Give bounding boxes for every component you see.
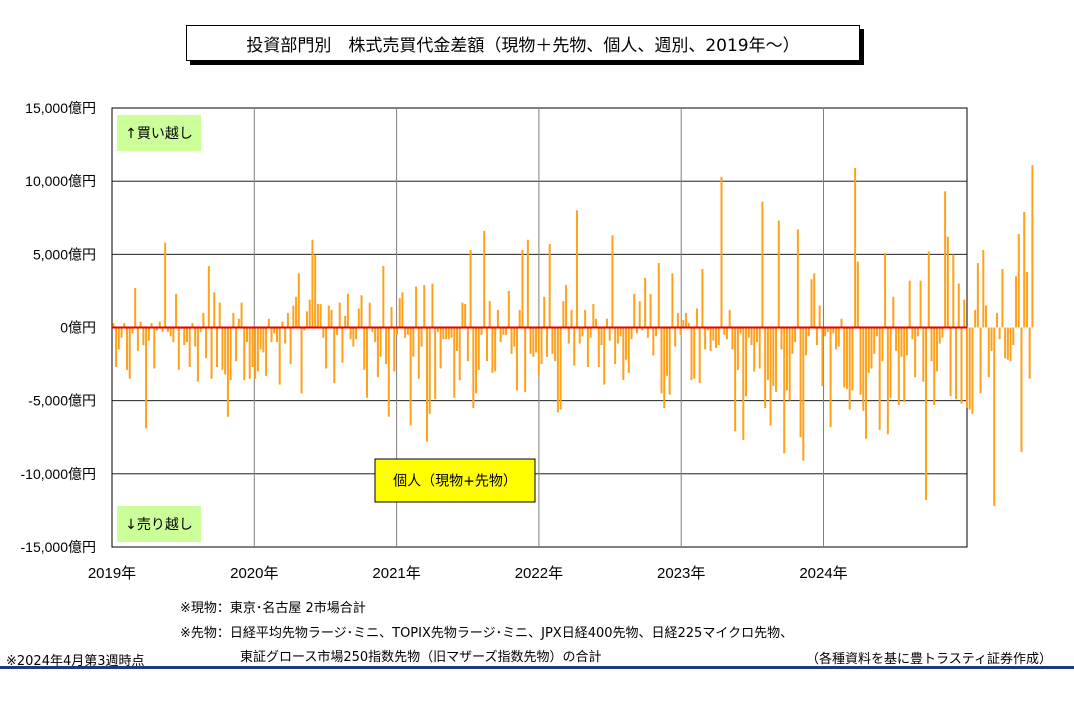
- bar-series: [112, 165, 1034, 507]
- x-tick-label: 2023年: [657, 565, 705, 582]
- y-tick-label: -15,000億円: [21, 539, 96, 555]
- x-tick-label: 2019年: [88, 565, 136, 582]
- annotations: ↑買い越し ↓売り越し 個人（現物+先物）: [117, 115, 536, 542]
- note-sakimono-1: ※先物：日経平均先物ラージ･ミニ、TOPIX先物ラージ･ミニ、JPX日経400先…: [180, 626, 794, 641]
- buy-annotation-text: ↑買い越し: [125, 126, 193, 142]
- note-genbutsu: ※現物：東京･名古屋 2市場合計: [180, 601, 366, 616]
- chart-title-box: 投資部門別 株式売買代金差額（現物＋先物、個人、週別、2019年～）: [186, 25, 860, 61]
- y-tick-label: 10,000億円: [25, 173, 96, 189]
- y-tick-label: 5,000億円: [33, 246, 96, 262]
- y-tick-label: 0億円: [60, 320, 96, 336]
- sell-annotation: ↓売り越し: [117, 506, 201, 542]
- chart-title: 投資部門別 株式売買代金差額（現物＋先物、個人、週別、2019年～）: [246, 35, 800, 56]
- note-source: （各種資料を基に豊トラスティ証券作成）: [806, 652, 1052, 667]
- sell-annotation-text: ↓売り越し: [125, 517, 193, 533]
- x-tick-label: 2022年: [515, 565, 563, 582]
- axis-labels: 15,000億円 10,000億円 5,000億円 0億円 -5,000億円 -10,00…: [21, 100, 848, 582]
- buy-annotation: ↑買い越し: [117, 115, 201, 151]
- y-tick-label: -10,000億円: [21, 466, 96, 482]
- x-tick-label: 2021年: [372, 565, 420, 582]
- series-label-text: 個人（現物+先物）: [393, 474, 517, 490]
- note-asof: ※2024年4月第3週時点: [6, 654, 145, 669]
- x-tick-label: 2020年: [230, 565, 278, 582]
- bottom-rule: [0, 666, 1074, 669]
- y-tick-label: 15,000億円: [25, 100, 96, 116]
- y-tick-label: -5,000億円: [28, 393, 96, 409]
- note-sakimono-2: 東証グロース市場250指数先物（旧マザーズ指数先物）の合計: [240, 650, 602, 665]
- series-label: 個人（現物+先物）: [374, 458, 536, 503]
- x-tick-label: 2024年: [799, 565, 847, 582]
